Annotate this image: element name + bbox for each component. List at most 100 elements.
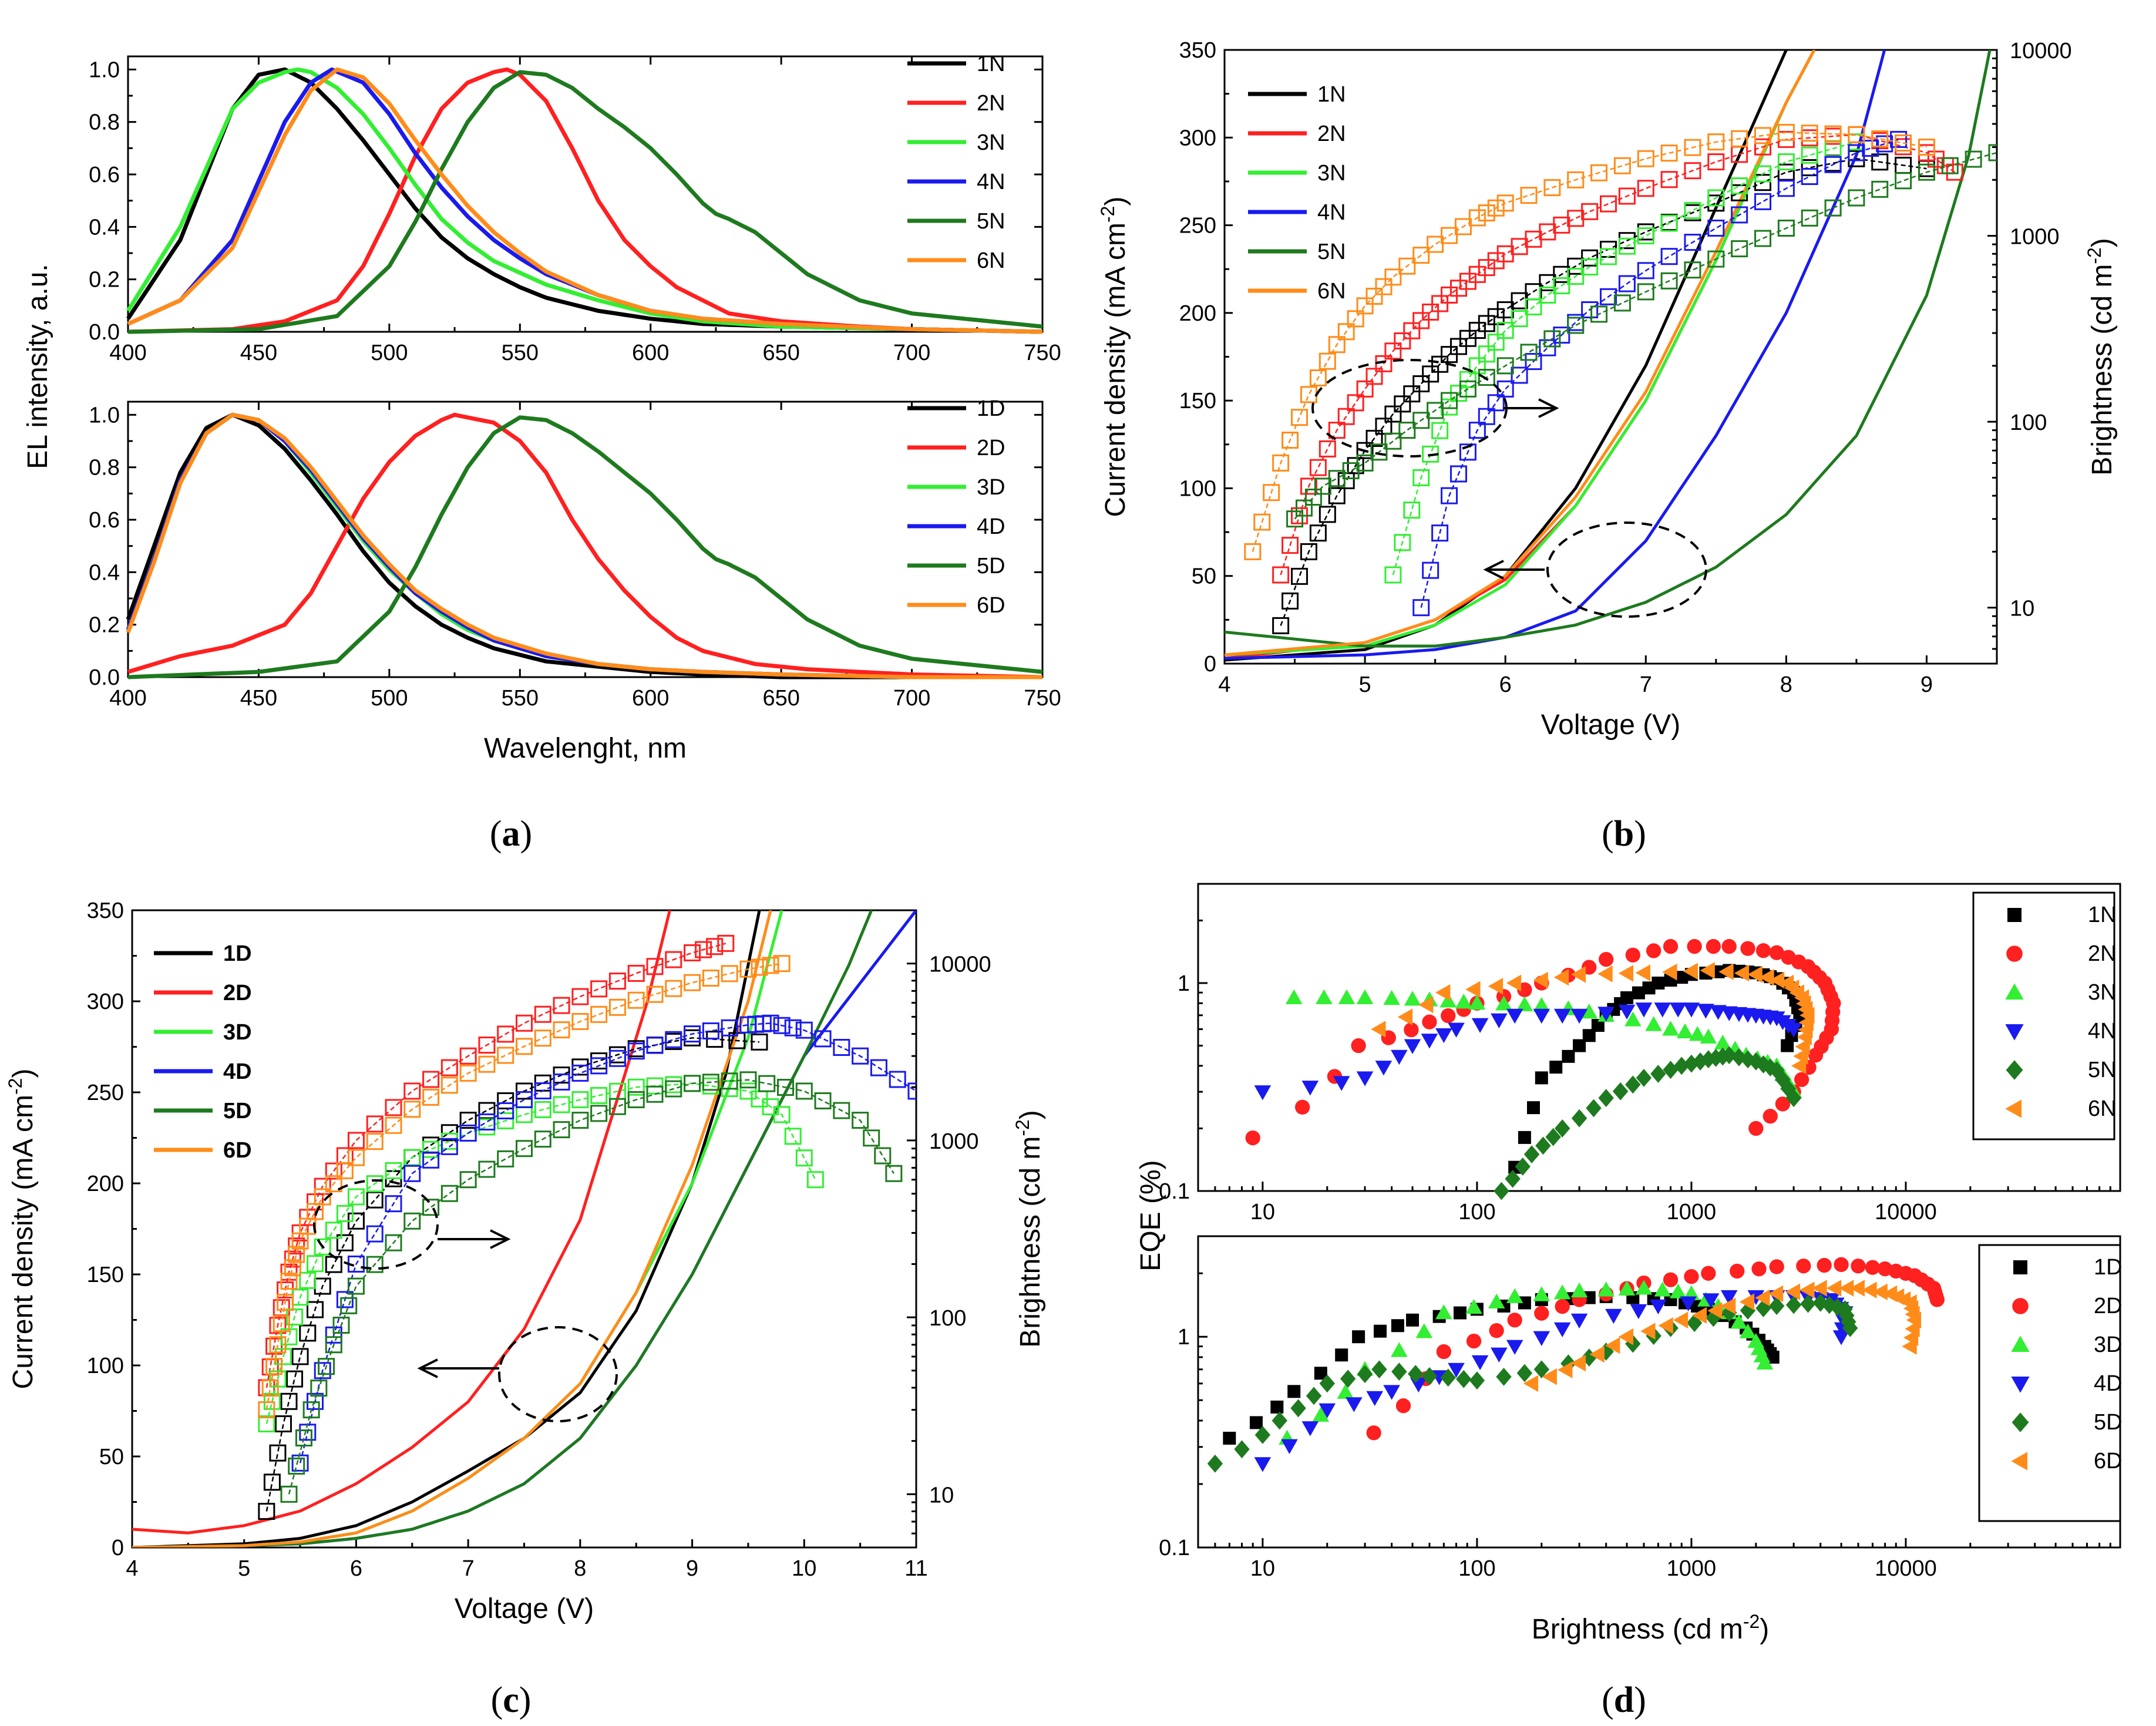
brightness-point-6D <box>347 1149 365 1166</box>
eqe-point-1N <box>1527 1101 1541 1115</box>
brightness-point-4N <box>1478 408 1495 425</box>
y-tick-label: 250 <box>87 1081 124 1105</box>
eqe-point-2D <box>1929 1292 1945 1307</box>
brightness-point-3D <box>478 1118 496 1136</box>
brightness-point-3N <box>1684 201 1701 219</box>
brightness-point-3D <box>806 1171 824 1189</box>
brightness-point-2N <box>1394 332 1411 349</box>
brightness-point-1N <box>1309 524 1327 542</box>
eqe-point-3D <box>1756 1354 1774 1370</box>
annotation-arrowhead <box>1538 398 1559 418</box>
eqe-point-2D <box>1796 1259 1811 1274</box>
brightness-point-4D <box>608 1049 626 1067</box>
y-tick-label: 0.4 <box>89 560 120 585</box>
eqe-point-2N <box>1404 1022 1419 1038</box>
brightness-point-4N <box>1618 275 1636 292</box>
eqe-point-1N <box>1652 976 1665 990</box>
brightness-point-5D <box>777 1079 794 1096</box>
eqe-point-2N <box>1721 938 1737 954</box>
brightness-point-1D <box>269 1444 287 1462</box>
eqe-point-5N <box>1785 1089 1802 1108</box>
jv-line-2D <box>132 910 671 1535</box>
brightness-point-2N <box>1328 422 1346 439</box>
brightness-point-2D <box>440 1059 458 1076</box>
brightness-point-6D <box>608 998 626 1016</box>
brightness-point-2N <box>1337 408 1355 425</box>
series-line-6N <box>127 67 1043 334</box>
brightness-point-3D <box>773 1106 791 1123</box>
series-line-1N <box>126 67 1043 334</box>
brightness-point-5D <box>608 1098 626 1115</box>
brightness-point-5N <box>1848 189 1865 207</box>
eqe-point-1N <box>1675 971 1689 984</box>
brightness-point-1D <box>291 1348 309 1365</box>
x-tick-label: 450 <box>240 686 277 711</box>
brightness-point-1D <box>751 1033 768 1051</box>
brightness-point-6N <box>1427 235 1444 253</box>
eqe-point-3N <box>1580 1003 1598 1019</box>
brightness-point-6N <box>1272 454 1290 472</box>
brightness-point-5D <box>440 1185 458 1202</box>
brightness-point-2D <box>497 1025 514 1043</box>
brightness-point-3N <box>1412 469 1430 486</box>
y2-axis-label-end: ) <box>2087 238 2118 247</box>
x-axis-label-sup: -2 <box>1743 1611 1760 1632</box>
legend-label-1D: 1D <box>977 396 1005 421</box>
brightness-point-4N <box>1801 168 1818 186</box>
eqe-point-4D <box>1491 1347 1508 1362</box>
x-tick-label: 550 <box>502 341 539 365</box>
brightness-point-5D <box>302 1401 320 1419</box>
eqe-point-6D <box>1605 1337 1620 1354</box>
brightness-point-6D <box>269 1336 287 1354</box>
brightness-point-3N <box>1496 322 1514 339</box>
brightness-point-2N <box>1511 238 1528 255</box>
brightness-point-6D <box>284 1259 301 1277</box>
eqe-point-2D <box>1751 1261 1767 1277</box>
brightness-point-6N <box>1660 144 1678 162</box>
brightness-point-6D <box>261 1380 279 1397</box>
brightness-point-5D <box>332 1317 350 1334</box>
y-tick-label: 50 <box>99 1445 124 1469</box>
eqe-point-3N <box>1495 995 1512 1011</box>
brightness-point-1D <box>286 1370 304 1388</box>
eqe-point-3N <box>1455 994 1472 1009</box>
eqe-point-6N <box>1553 968 1569 986</box>
brightness-point-2N <box>1539 223 1556 241</box>
eqe-point-4N <box>1491 1013 1508 1028</box>
eqe-point-1D <box>1314 1367 1327 1380</box>
legend-label-4D: 4D <box>223 1059 252 1084</box>
brightness-point-3N <box>1553 277 1570 295</box>
eqe-point-6N <box>1770 971 1785 989</box>
brightness-point-2N <box>1567 210 1585 227</box>
eqe-point-1N <box>1582 1029 1596 1042</box>
brightness-point-6N <box>1282 432 1299 449</box>
eqe-point-5D <box>1319 1374 1335 1393</box>
brightness-point-3N <box>1539 286 1556 304</box>
brightness-point-5N <box>1478 369 1495 386</box>
brightness-point-6N <box>1754 127 1772 144</box>
eqe-point-3N <box>1356 989 1374 1004</box>
series-line-2N <box>127 67 1043 334</box>
brightness-point-4N <box>1431 524 1449 542</box>
eqe-point-6D <box>1542 1368 1557 1385</box>
brightness-point-4N <box>1422 561 1439 579</box>
plot-area <box>132 910 916 1547</box>
x-tick-label: 7 <box>1640 672 1652 697</box>
eqe-point-2D <box>1555 1298 1570 1314</box>
brightness-point-2D <box>646 958 664 975</box>
eqe-point-1D <box>1223 1431 1236 1445</box>
legend-label-6D: 6D <box>977 593 1005 618</box>
legend-label-1N: 1N <box>1317 82 1346 107</box>
eqe-point-5D <box>1560 1354 1576 1373</box>
y-tick-label: 200 <box>87 1172 124 1196</box>
brightness-point-4N <box>1707 219 1725 237</box>
brightness-point-5N <box>1356 454 1374 472</box>
x-tick-label: 5 <box>238 1556 250 1581</box>
eqe-point-5N <box>1515 1158 1531 1176</box>
eqe-point-3N <box>1624 1011 1642 1027</box>
brightness-point-5D <box>347 1277 365 1295</box>
brightness-point-3D <box>366 1175 384 1193</box>
brightness-point-5D <box>478 1160 496 1178</box>
eqe-point-5D <box>1272 1411 1287 1430</box>
eqe-point-6D <box>1800 1281 1815 1298</box>
